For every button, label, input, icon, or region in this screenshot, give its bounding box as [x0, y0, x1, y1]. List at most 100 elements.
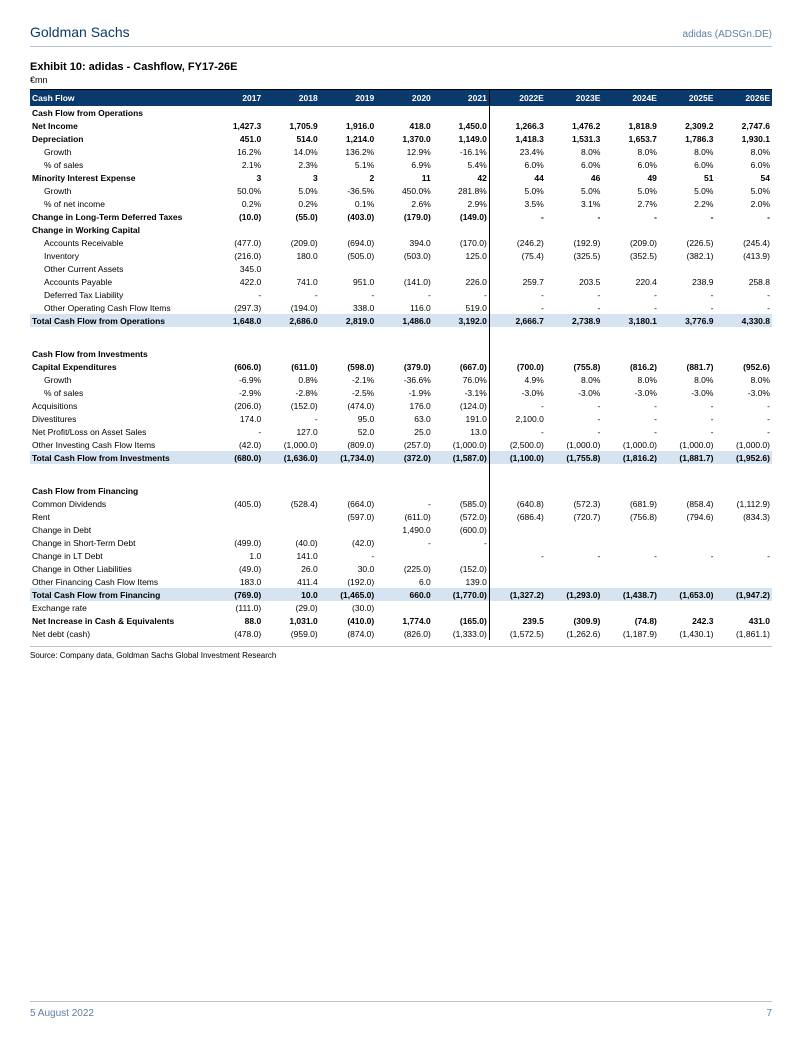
cell: (297.3) — [207, 301, 264, 314]
col-header-year: 2023E — [546, 90, 603, 107]
row-label: Change in Other Liabilities — [30, 562, 207, 575]
cell: 3 — [263, 171, 320, 184]
cell: 3.1% — [546, 197, 603, 210]
cell: (809.0) — [320, 438, 377, 451]
cell — [489, 523, 546, 536]
cell: 5.0% — [602, 184, 659, 197]
col-header-year: 2017 — [207, 90, 264, 107]
cell: (1,816.2) — [602, 451, 659, 464]
cell: 16.2% — [207, 145, 264, 158]
cell: - — [546, 399, 603, 412]
cell: 3 — [207, 171, 264, 184]
cell — [602, 575, 659, 588]
cell: (246.2) — [489, 236, 546, 249]
cell: 258.8 — [715, 275, 772, 288]
cell: (1,861.1) — [715, 627, 772, 640]
cell: (1,000.0) — [546, 438, 603, 451]
header-bar: Goldman Sachs adidas (ADSGn.DE) — [30, 24, 772, 47]
cell: 951.0 — [320, 275, 377, 288]
cell: (834.3) — [715, 510, 772, 523]
cell: - — [546, 425, 603, 438]
row-label: Change in Debt — [30, 523, 207, 536]
cell: 2.7% — [602, 197, 659, 210]
cell — [263, 510, 320, 523]
cell — [376, 262, 433, 275]
cell: - — [320, 549, 377, 562]
cell — [433, 484, 490, 497]
cell — [207, 484, 264, 497]
cell: (194.0) — [263, 301, 320, 314]
cell: 203.5 — [546, 275, 603, 288]
cell: 2.9% — [433, 197, 490, 210]
cell — [659, 262, 716, 275]
cell: 450.0% — [376, 184, 433, 197]
cell: - — [433, 288, 490, 301]
cell — [602, 106, 659, 119]
cell: 1,774.0 — [376, 614, 433, 627]
cell: - — [715, 210, 772, 223]
cell: (1,000.0) — [433, 438, 490, 451]
cell — [715, 523, 772, 536]
cell: 8.0% — [602, 145, 659, 158]
cell: - — [433, 536, 490, 549]
cell — [489, 484, 546, 497]
cell: 0.2% — [207, 197, 264, 210]
cell: -2.9% — [207, 386, 264, 399]
cell: (10.0) — [207, 210, 264, 223]
cell: 1,214.0 — [320, 132, 377, 145]
cell — [602, 562, 659, 575]
cell — [376, 223, 433, 236]
cell: 2 — [320, 171, 377, 184]
cell: (1,000.0) — [602, 438, 659, 451]
cell: - — [602, 425, 659, 438]
cell: 451.0 — [207, 132, 264, 145]
cell — [715, 601, 772, 614]
cell: - — [207, 288, 264, 301]
cell — [263, 223, 320, 236]
cell: (413.9) — [715, 249, 772, 262]
cell: 3,180.1 — [602, 314, 659, 327]
cell: (42.0) — [207, 438, 264, 451]
cell: 1,418.3 — [489, 132, 546, 145]
cell: 6.0% — [489, 158, 546, 171]
row-label: Cash Flow from Investments — [30, 347, 207, 360]
cell: (755.8) — [546, 360, 603, 373]
cell: 1,653.7 — [602, 132, 659, 145]
cell: (352.5) — [602, 249, 659, 262]
cell: (1,755.8) — [546, 451, 603, 464]
cell: 2,747.6 — [715, 119, 772, 132]
cell: 431.0 — [715, 614, 772, 627]
cell — [546, 536, 603, 549]
cell: 741.0 — [263, 275, 320, 288]
row-label: Capital Expenditures — [30, 360, 207, 373]
cell — [715, 347, 772, 360]
cell — [489, 106, 546, 119]
row-label: Change in Working Capital — [30, 223, 207, 236]
cell: 25.0 — [376, 425, 433, 438]
cell — [207, 347, 264, 360]
cell: - — [489, 210, 546, 223]
cell: 418.0 — [376, 119, 433, 132]
cell: (611.0) — [263, 360, 320, 373]
exhibit-subtitle: €mn — [30, 75, 772, 85]
cell: 5.0% — [546, 184, 603, 197]
cell: 1,705.9 — [263, 119, 320, 132]
cell: 514.0 — [263, 132, 320, 145]
cell: (75.4) — [489, 249, 546, 262]
cell: (686.4) — [489, 510, 546, 523]
cell: -3.1% — [433, 386, 490, 399]
cell — [207, 523, 264, 536]
cell — [715, 106, 772, 119]
ticker: adidas (ADSGn.DE) — [683, 29, 772, 40]
cell — [659, 106, 716, 119]
cell: (206.0) — [207, 399, 264, 412]
row-label: Total Cash Flow from Investments — [30, 451, 207, 464]
cell: (372.0) — [376, 451, 433, 464]
cell: (1,000.0) — [263, 438, 320, 451]
cell: 660.0 — [376, 588, 433, 601]
cell — [602, 601, 659, 614]
cell — [376, 601, 433, 614]
cell: - — [546, 210, 603, 223]
cell: (572.3) — [546, 497, 603, 510]
row-label: Net Income — [30, 119, 207, 132]
